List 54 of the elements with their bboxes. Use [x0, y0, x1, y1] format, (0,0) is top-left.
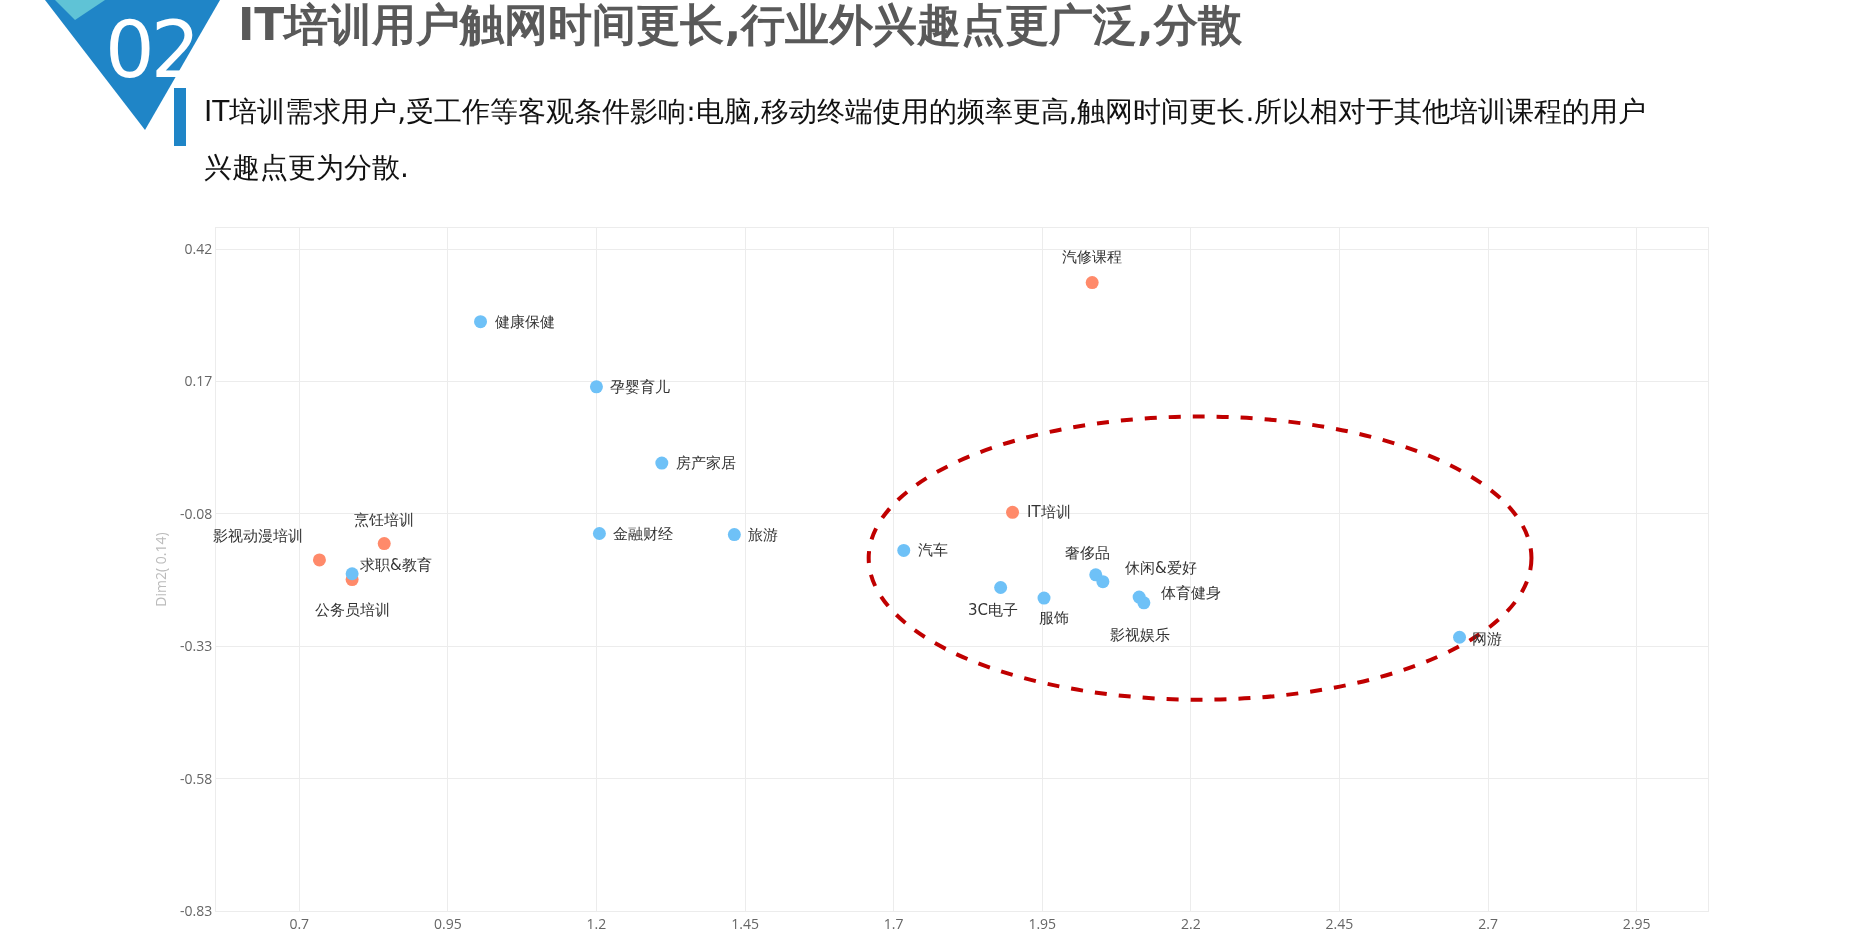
point — [345, 567, 359, 581]
annotation: IT培训 — [1027, 503, 1071, 521]
point — [592, 527, 606, 540]
chart-subtitle: IT培训需求用户,受工作等客观条件影响:电脑,移动终端使用的频率更高,触网时间更长.所以相对于其他培训课程的用户兴趣点更为分散. — [204, 94, 1648, 186]
x-tick-label: 0.95 — [433, 913, 462, 933]
point — [727, 528, 741, 542]
annotation: 求职&教育 — [360, 556, 432, 574]
point — [377, 537, 391, 551]
y-tick-label: -0.08 — [180, 503, 213, 523]
annotation: 公务员培训 — [315, 601, 390, 619]
x-tick-label: 0.7 — [289, 913, 310, 933]
point — [312, 553, 326, 567]
annotation: 3C电子 — [968, 601, 1019, 619]
annotation: 旅游 — [748, 526, 778, 544]
x-tick-label: 2.7 — [1478, 913, 1498, 933]
x-tick-label: 1.2 — [586, 913, 607, 933]
annotation: 奢侈品 — [1065, 544, 1110, 562]
point — [1096, 575, 1110, 589]
annotation: 汽车 — [918, 541, 948, 559]
y-tick-label: -0.83 — [180, 900, 213, 920]
x-tick-label: 1.7 — [883, 913, 904, 933]
point — [474, 315, 488, 329]
point — [1006, 505, 1020, 519]
x-tick-label: 2.45 — [1325, 913, 1354, 933]
annotation: 影视娱乐 — [1110, 626, 1170, 644]
point — [994, 581, 1008, 594]
annotation: 汽修课程 — [1062, 248, 1122, 266]
x-tick-label: 1.95 — [1028, 913, 1057, 933]
point — [1137, 596, 1151, 610]
x-tick-label: 2.95 — [1622, 913, 1651, 933]
point — [655, 456, 669, 470]
annotation: 金融财经 — [613, 525, 673, 543]
point — [589, 380, 603, 394]
point — [897, 543, 911, 557]
annotation: 休闲&爱好 — [1125, 559, 1197, 577]
annotation: 网游 — [1472, 630, 1502, 648]
annotation: 房产家居 — [676, 454, 736, 472]
annotation: 影视动漫培训 — [213, 527, 303, 545]
chart-title: IT培训用户触网时间更长,行业外兴趣点更广泛,分散 — [238, 0, 1242, 52]
annotation: 体育健身 — [1161, 584, 1221, 602]
y-tick-label: -0.33 — [180, 636, 213, 656]
annotation: 服饰 — [1039, 609, 1069, 627]
y-axis-title: Dim2( 0.14) — [150, 532, 170, 607]
annotation: 健康保健 — [495, 313, 555, 331]
x-tick-label: 2.2 — [1181, 913, 1201, 933]
annotation: 烹饪培训 — [354, 511, 414, 529]
point — [1037, 591, 1051, 605]
x-tick-label: 1.45 — [731, 913, 759, 933]
point — [1453, 630, 1467, 644]
y-tick-label: -0.58 — [180, 768, 213, 788]
annotation: 孕婴育儿 — [610, 378, 670, 396]
point — [1085, 276, 1099, 290]
y-tick-label: 0.17 — [184, 371, 213, 391]
y-tick-label: 0.42 — [184, 239, 213, 259]
